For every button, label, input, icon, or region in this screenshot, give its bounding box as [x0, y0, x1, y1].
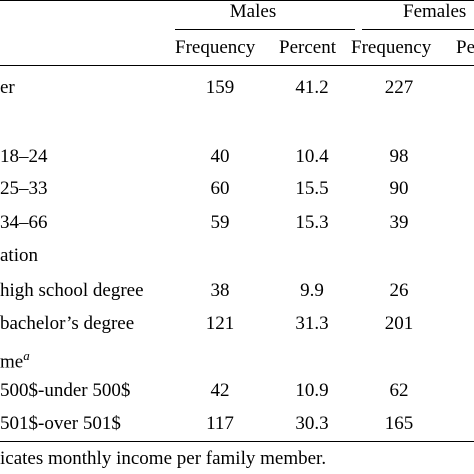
female-frequency: 201 — [384, 313, 414, 334]
male-percent: 10.4 — [295, 146, 329, 167]
female-frequency: 90 — [389, 178, 409, 199]
table-bottom-rule — [0, 441, 474, 442]
females-group-header: Females — [403, 1, 467, 22]
males-group-header: Males — [229, 1, 277, 22]
male-percent: 41.2 — [295, 77, 329, 98]
females-group-underline — [362, 29, 474, 30]
row-label-text: me — [0, 351, 24, 373]
male-frequency: 117 — [206, 413, 234, 434]
row-label: 34–66 — [0, 212, 48, 233]
row-label: bachelor’s degree — [0, 313, 135, 334]
male-frequency: 59 — [210, 212, 230, 233]
row-label: mea — [0, 345, 30, 373]
female-frequency: 98 — [389, 146, 409, 167]
male-percent: 10.9 — [295, 380, 329, 401]
table-footnote: icates monthly income per family member. — [0, 448, 327, 469]
male-frequency: 38 — [210, 280, 230, 301]
female-frequency: 62 — [389, 380, 409, 401]
female-frequency: 26 — [389, 280, 409, 301]
male-percent: 15.5 — [295, 178, 329, 199]
row-label: ation — [0, 245, 38, 266]
female-frequency: 227 — [384, 77, 414, 98]
table-top-rule — [0, 0, 474, 1]
male-percent: 30.3 — [295, 413, 329, 434]
footnote-marker: a — [23, 348, 30, 363]
male-percent: 31.3 — [295, 313, 329, 334]
row-label: er — [0, 77, 15, 98]
row-label: 500$-under 500$ — [0, 380, 131, 401]
male-frequency: 60 — [210, 178, 230, 199]
males-group-underline — [175, 29, 355, 30]
male-frequency: 121 — [205, 313, 235, 334]
col-frequency-females: Frequency — [351, 37, 432, 58]
female-frequency: 165 — [384, 413, 414, 434]
row-label: 501$-over 501$ — [0, 413, 121, 434]
male-percent: 15.3 — [295, 212, 329, 233]
male-frequency: 40 — [210, 146, 230, 167]
col-percent-females: Pe — [456, 37, 474, 58]
male-percent: 9.9 — [300, 280, 324, 301]
col-frequency-males: Frequency — [175, 37, 256, 58]
col-percent-males: Percent — [279, 37, 336, 58]
row-label: 25–33 — [0, 178, 48, 199]
row-label: high school degree — [0, 280, 144, 301]
header-bottom-rule — [0, 65, 474, 66]
male-frequency: 159 — [205, 77, 235, 98]
male-frequency: 42 — [210, 380, 230, 401]
female-frequency: 39 — [389, 212, 409, 233]
row-label: 18–24 — [0, 146, 48, 167]
